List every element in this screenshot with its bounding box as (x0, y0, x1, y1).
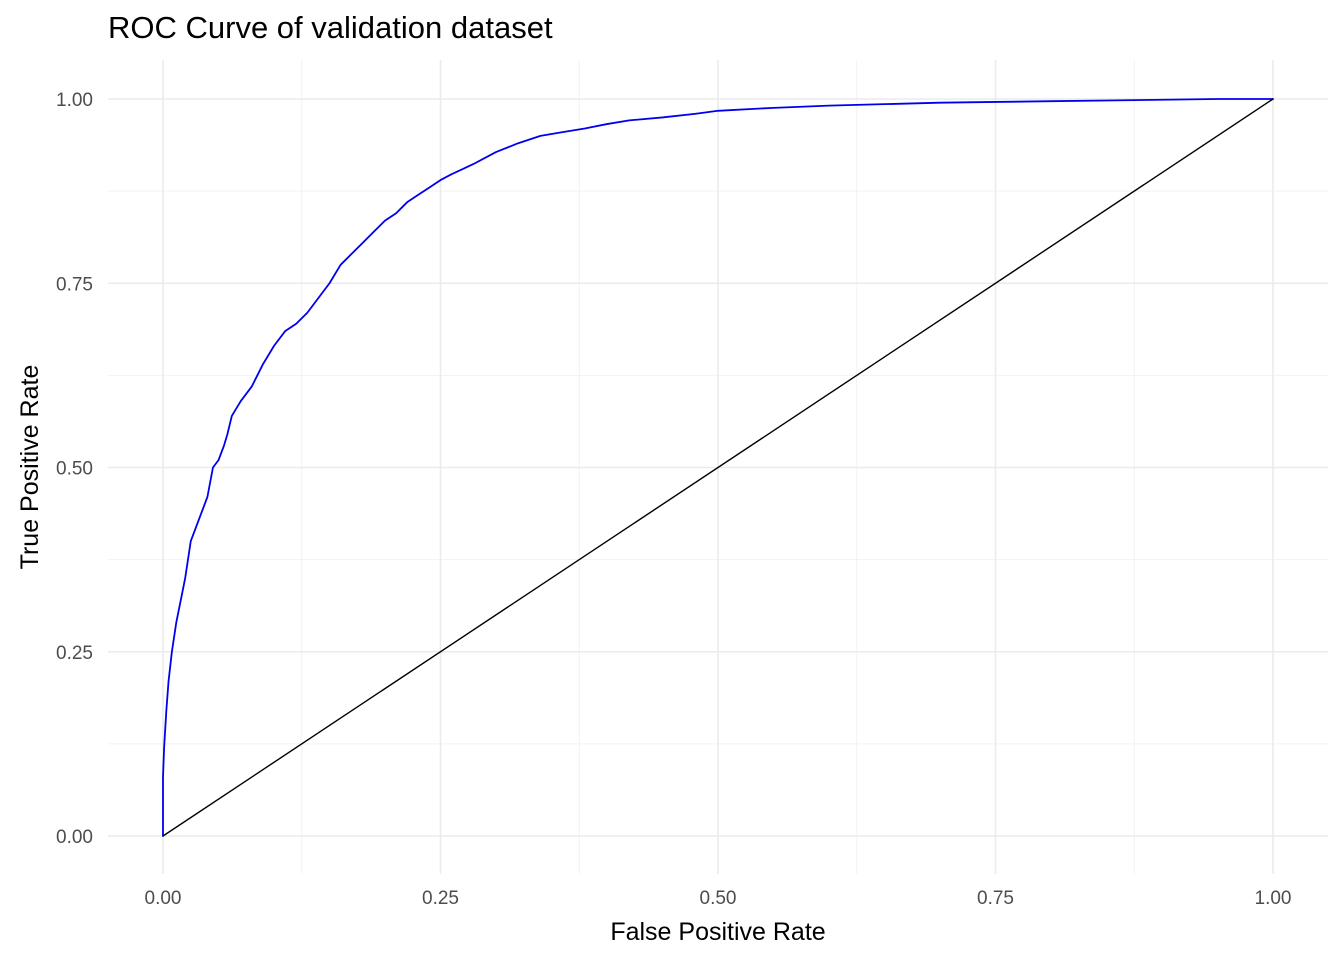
x-axis-title: False Positive Rate (610, 918, 825, 946)
x-tick-label: 0.75 (977, 888, 1014, 909)
y-axis-ticks: 0.00 0.25 0.50 0.75 1.00 (56, 90, 93, 848)
series-layer (162, 98, 1274, 837)
y-tick-label: 1.00 (56, 90, 93, 111)
x-tick-label: 1.00 (1255, 888, 1292, 909)
chart-title: ROC Curve of validation dataset (108, 10, 553, 45)
diagonal-reference-line (162, 98, 1274, 837)
y-tick-label: 0.25 (56, 643, 93, 664)
x-axis-ticks: 0.00 0.25 0.50 0.75 1.00 (145, 888, 1292, 909)
roc-curve-line (162, 98, 1274, 837)
x-tick-label: 0.50 (700, 888, 737, 909)
y-tick-label: 0.75 (56, 274, 93, 295)
x-tick-label: 0.25 (422, 888, 459, 909)
y-axis-title: True Positive Rate (16, 365, 44, 570)
x-tick-label: 0.00 (145, 888, 182, 909)
y-tick-label: 0.00 (56, 827, 93, 848)
y-tick-label: 0.50 (56, 459, 93, 480)
